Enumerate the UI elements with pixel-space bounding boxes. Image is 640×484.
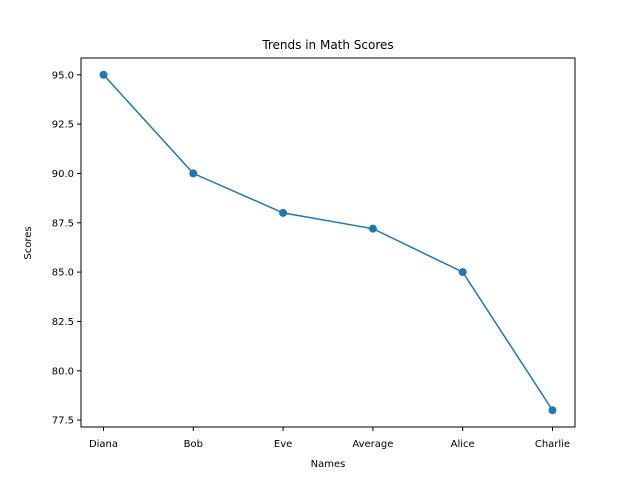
series-layer <box>99 70 557 415</box>
series-line <box>102 74 554 411</box>
x-tick-label: Average <box>352 439 393 450</box>
y-tick-label: 82.5 <box>52 317 74 328</box>
data-point-alice <box>458 268 467 277</box>
x-tick-label: Eve <box>274 439 292 450</box>
x-tick-label: Diana <box>89 439 118 450</box>
y-axis-ticks: 77.5 80.0 82.5 85.0 87.5 90.0 92.5 95.0 <box>52 70 81 427</box>
y-tick-label: 95.0 <box>52 70 74 81</box>
data-point-diana <box>99 70 108 79</box>
x-axis-ticks: Diana Bob Eve Average Alice Charlie <box>89 427 570 450</box>
data-point-charlie <box>548 406 557 415</box>
x-tick-label: Bob <box>184 439 203 450</box>
x-tick-label: Charlie <box>535 439 570 450</box>
x-tick-label: Alice <box>451 439 475 450</box>
y-tick-label: 92.5 <box>52 120 74 131</box>
y-tick-label: 87.5 <box>52 218 74 229</box>
y-tick-label: 77.5 <box>52 416 74 427</box>
chart-title: Trends in Math Scores <box>261 38 393 52</box>
plot-frame <box>80 57 576 428</box>
x-axis-title: Names <box>311 459 346 470</box>
data-point-eve <box>279 208 288 217</box>
y-tick-label: 85.0 <box>52 268 74 279</box>
y-axis-title: Scores <box>23 226 34 259</box>
y-tick-label: 80.0 <box>52 366 74 377</box>
y-tick-label: 90.0 <box>52 169 74 180</box>
data-point-average <box>368 224 377 233</box>
data-point-bob <box>189 169 198 178</box>
